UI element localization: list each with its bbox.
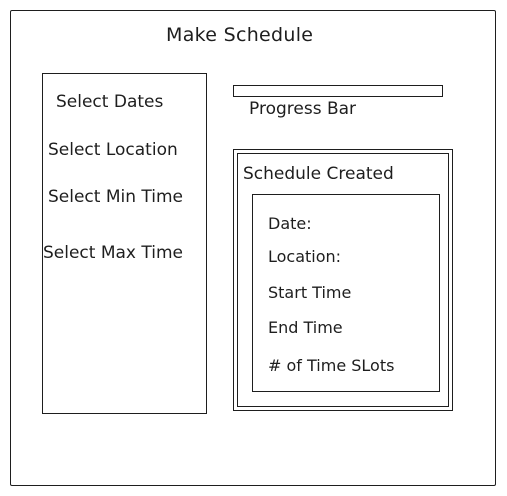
detail-date: Date:	[268, 214, 312, 233]
sidebar-item-select-max-time[interactable]: Select Max Time	[43, 243, 184, 263]
detail-time-slots: # of Time SLots	[268, 356, 395, 375]
detail-end-time: End Time	[268, 318, 343, 337]
sidebar	[42, 73, 207, 414]
schedule-details-box	[252, 194, 440, 392]
schedule-created-panel	[233, 149, 453, 411]
sidebar-item-select-location[interactable]: Select Location	[48, 140, 178, 160]
progress-bar-label: Progress Bar	[249, 99, 357, 119]
progress-bar	[233, 85, 443, 97]
sidebar-item-select-min-time[interactable]: Select Min Time	[48, 187, 184, 207]
app-window	[10, 10, 496, 486]
schedule-created-title: Schedule Created	[243, 164, 394, 184]
detail-location: Location:	[268, 247, 342, 266]
sidebar-item-select-dates[interactable]: Select Dates	[56, 92, 164, 112]
page-title: Make Schedule	[166, 24, 314, 46]
detail-start-time: Start Time	[268, 283, 352, 302]
